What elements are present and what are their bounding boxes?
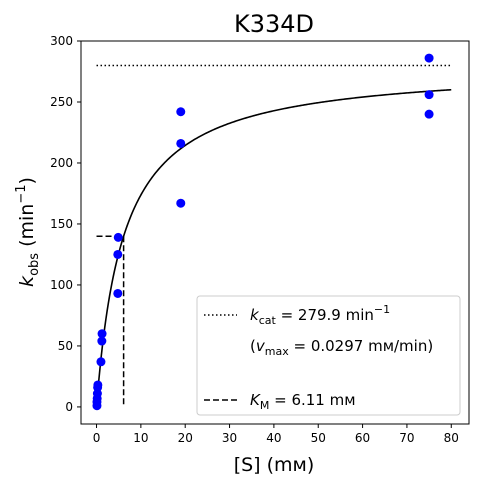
data-point: [113, 249, 123, 259]
legend-kcat-label: kcat = 279.9 min−1: [250, 303, 390, 327]
data-point: [97, 336, 107, 346]
data-point: [96, 357, 106, 367]
axis-ticks: 0 10 20 30 40 50 60 70 80 0 50 100 150 200 250 300: [50, 34, 459, 445]
x-tick-label: 60: [355, 431, 370, 445]
data-point: [113, 288, 123, 298]
y-tick-label: 200: [50, 156, 73, 170]
legend-box: [196, 295, 461, 416]
fit-curve: [95, 88, 452, 407]
x-tick-label: 70: [399, 431, 414, 445]
legend-vmax-label: (vmax = 0.0297 mм/min): [250, 337, 433, 358]
x-tick-label: 10: [133, 431, 148, 445]
legend-km-label: KM = 6.11 mм: [250, 391, 356, 412]
x-tick-label: 20: [178, 431, 193, 445]
chart-title: K334D: [234, 10, 314, 38]
x-axis-label: [S] (mм): [234, 454, 315, 476]
data-point: [93, 380, 103, 390]
data-point: [424, 53, 434, 63]
data-point: [176, 198, 186, 208]
x-tick-label: 40: [266, 431, 281, 445]
y-axis-label: kobs (min−1): [14, 177, 42, 287]
data-point: [424, 109, 434, 119]
x-tick-label: 30: [222, 431, 237, 445]
x-tick-label: 50: [311, 431, 326, 445]
legend: kcat = 279.9 min−1 (vmax = 0.0297 mм/min…: [196, 295, 461, 416]
y-tick-label: 300: [50, 34, 73, 48]
data-points: [92, 53, 434, 411]
data-point: [97, 329, 107, 339]
y-tick-label: 50: [58, 339, 73, 353]
y-tick-label: 100: [50, 278, 73, 292]
y-tick-label: 150: [50, 217, 73, 231]
y-tick-label: 0: [65, 400, 73, 414]
data-point: [176, 107, 186, 117]
plot-frame: [80, 40, 470, 425]
data-point: [113, 232, 123, 242]
y-tick-label: 250: [50, 95, 73, 109]
x-tick-label: 80: [444, 431, 459, 445]
data-point: [176, 138, 186, 148]
data-point: [424, 90, 434, 100]
x-tick-label: 0: [93, 431, 101, 445]
